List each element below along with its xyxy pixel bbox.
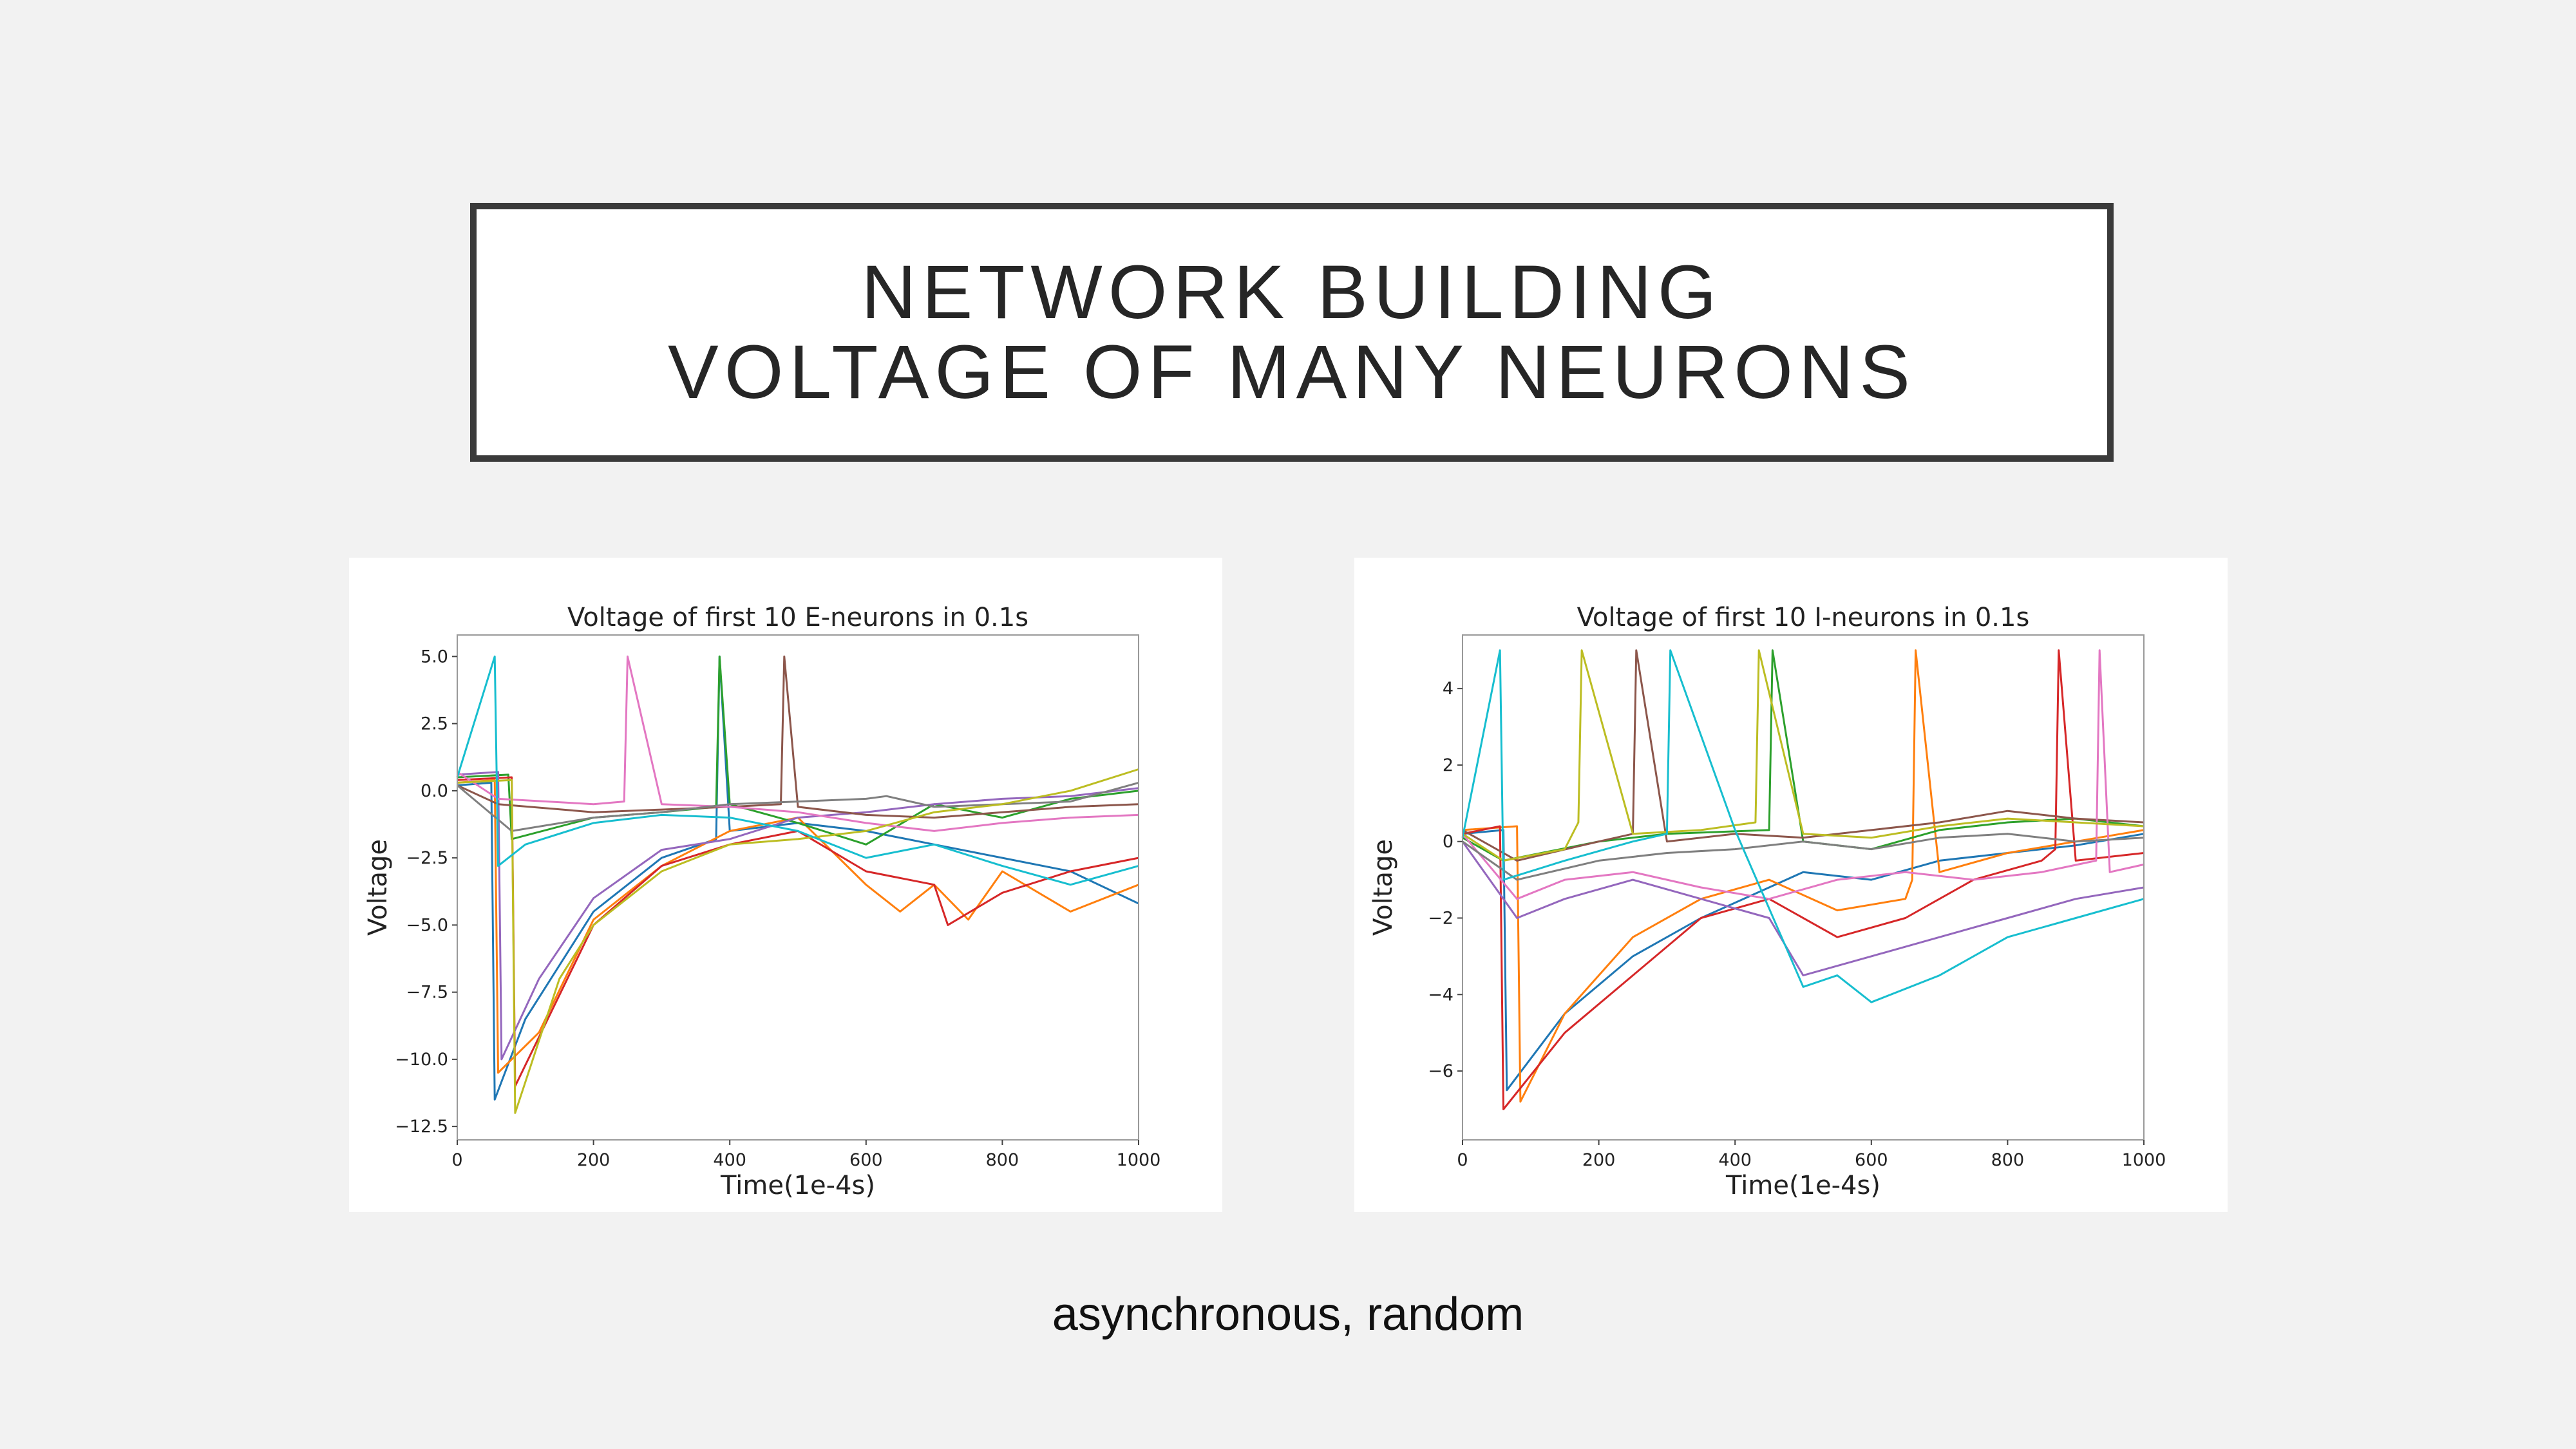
x-tick-label: 600 (1855, 1150, 1888, 1170)
chart-title: Voltage of first 10 E-neurons in 0.1s (567, 603, 1028, 632)
series-line-9 (457, 768, 1139, 1114)
y-tick-label: 5.0 (421, 647, 448, 667)
plot-frame (457, 634, 1139, 1141)
slide-caption: asynchronous, random (1052, 1289, 1524, 1340)
slide-title-box: NETWORK BUILDING VOLTAGE OF MANY NEURONS (470, 203, 2114, 462)
x-tick-label: 1000 (1117, 1150, 1161, 1170)
series-line-6 (457, 655, 1139, 819)
series-line-7 (457, 655, 1139, 832)
series-line-5 (457, 771, 1139, 1061)
x-tick-label: 0 (451, 1150, 462, 1170)
series-line-10 (1461, 649, 2145, 1003)
series-line-4 (1462, 649, 2145, 1110)
x-tick-label: 600 (849, 1150, 883, 1170)
x-tick-label: 0 (1457, 1150, 1468, 1170)
chart-panel-i-neurons: Voltage of first 10 I-neurons in 0.1s 0 20… (1354, 558, 2228, 1212)
plot-frame (1462, 634, 2145, 1141)
series-line-8 (1462, 833, 2145, 881)
y-tick-label: −12.5 (395, 1117, 448, 1137)
x-tick-label: 200 (577, 1150, 611, 1170)
series-line-8 (457, 781, 1139, 832)
slide-title-line-1: NETWORK BUILDING (861, 250, 1723, 335)
y-tick-label: 4 (1443, 679, 1454, 699)
y-axis-label: Voltage (1368, 839, 1398, 936)
y-tick-label: 0.0 (421, 781, 448, 801)
series-line-10 (456, 655, 1139, 886)
y-tick-label: −10.0 (395, 1050, 448, 1070)
series-line-7 (1461, 649, 2145, 900)
chart-panel-e-neurons: Voltage of first 10 E-neurons in 0.1s 0 20… (349, 558, 1222, 1212)
x-tick-label: 400 (1718, 1150, 1752, 1170)
y-tick-label: 0 (1443, 832, 1454, 852)
y-axis-label: Voltage (363, 839, 393, 936)
series-line-3 (457, 655, 1139, 846)
series-line-9 (1462, 649, 2145, 862)
x-tick-label: 800 (986, 1150, 1019, 1170)
y-tick-label: −2 (1428, 909, 1454, 929)
slide-title-line-2: VOLTAGE OF MANY NEURONS (668, 330, 1916, 415)
chart-i-neurons: Voltage of first 10 I-neurons in 0.1s0 20… (1368, 603, 2166, 1200)
chart-e-neurons: Voltage of first 10 E-neurons in 0.1s 0 20… (363, 603, 1161, 1200)
x-axis-label: Time(1e-4s) (720, 1171, 875, 1200)
x-tick-label: 800 (1991, 1150, 2025, 1170)
series-line-6 (1462, 649, 2145, 862)
y-tick-label: −5.0 (406, 915, 448, 935)
x-tick-label: 1000 (2122, 1150, 2166, 1170)
y-tick-label: −2.5 (406, 848, 448, 868)
y-tick-label: 2.5 (421, 714, 448, 734)
x-tick-label: 200 (1582, 1150, 1616, 1170)
y-tick-label: 2 (1443, 755, 1454, 775)
y-tick-label: −4 (1428, 985, 1454, 1005)
x-tick-label: 400 (713, 1150, 746, 1170)
y-tick-label: −7.5 (406, 983, 448, 1003)
series-line-3 (1462, 649, 2145, 862)
x-axis-label: Time(1e-4s) (1725, 1171, 1880, 1200)
y-tick-label: −6 (1428, 1061, 1454, 1081)
series-line-1 (457, 655, 1139, 1101)
series-line-2 (1462, 649, 2145, 1103)
chart-title: Voltage of first 10 I-neurons in 0.1s (1577, 603, 2030, 632)
